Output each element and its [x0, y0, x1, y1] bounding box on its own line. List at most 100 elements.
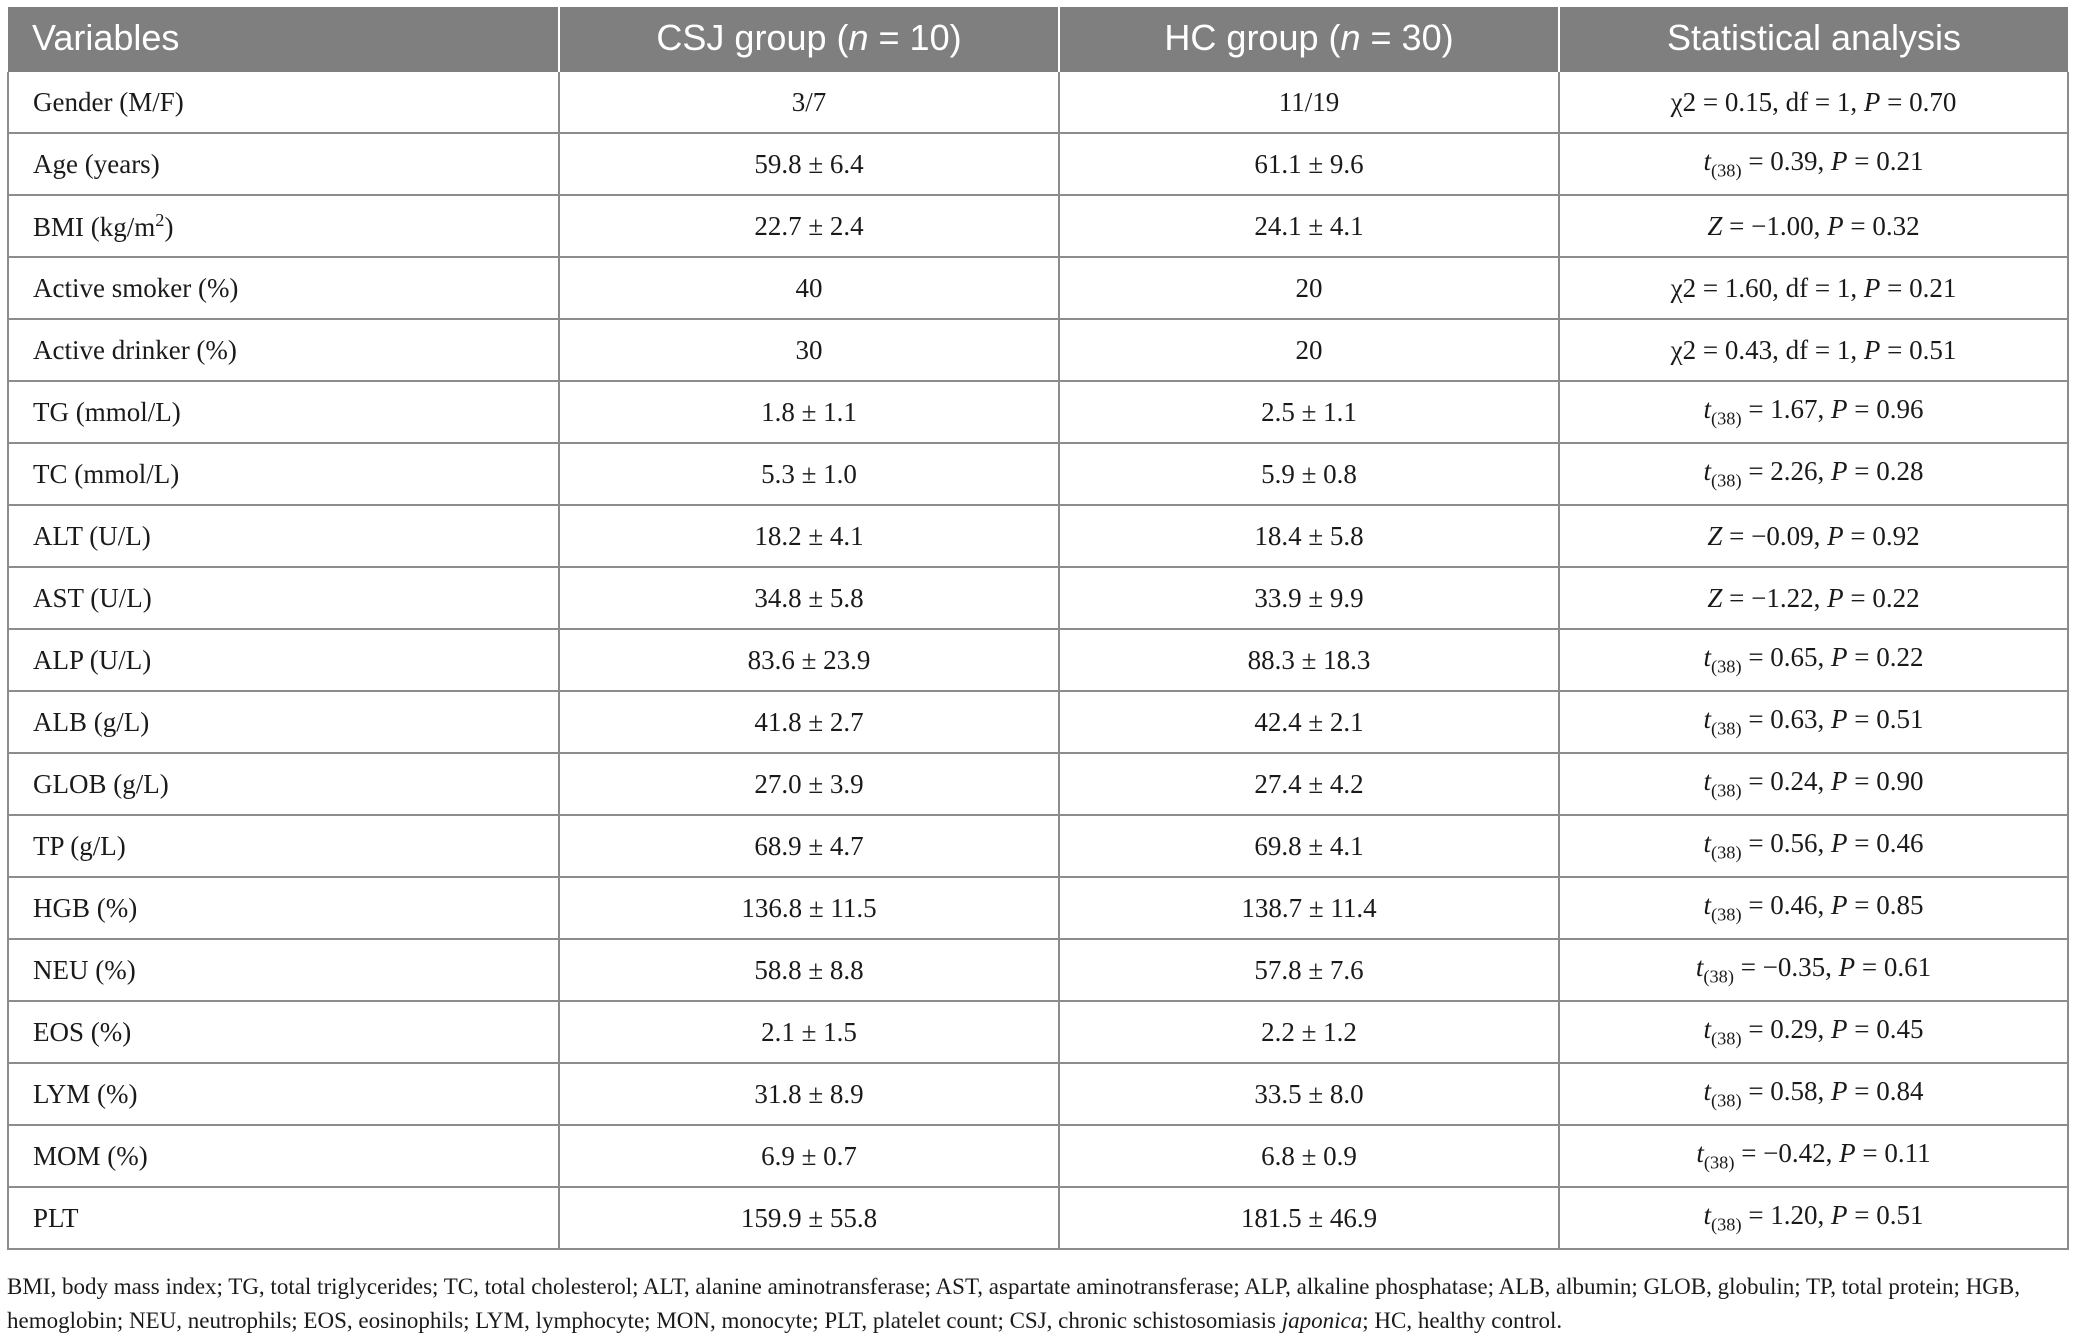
statistic-cell: t(38) = 0.24, P = 0.90: [1559, 753, 2069, 816]
variable-cell: ALT (U/L): [7, 505, 560, 568]
hc-value-cell: 20: [1059, 319, 1560, 382]
table-row: GLOB (g/L) 27.0 ± 3.9 27.4 ± 4.2 t(38) = 0.…: [7, 753, 2069, 816]
variable-cell: BMI (kg/m2): [7, 195, 560, 258]
statistic-cell: t(38) = 0.58, P = 0.84: [1559, 1063, 2069, 1126]
statistic-df: (38): [1710, 1028, 1742, 1049]
p-symbol: P: [1831, 1014, 1848, 1045]
p-symbol: P: [1831, 890, 1848, 921]
statistic-cell: t(38) = 0.46, P = 0.85: [1559, 877, 2069, 940]
variable-cell: HGB (%): [7, 877, 560, 940]
p-value: = 0.28: [1847, 456, 1924, 487]
p-value: = 0.51: [1847, 704, 1924, 735]
p-symbol: P: [1831, 828, 1848, 859]
statistic-cell: Z = −1.00, P = 0.32: [1559, 195, 2069, 258]
p-value: = 0.61: [1855, 952, 1932, 983]
hc-value-cell: 33.9 ± 9.9: [1059, 567, 1560, 630]
p-symbol: P: [1831, 146, 1848, 177]
statistic-df: (38): [1710, 718, 1742, 739]
header-csj-pre: CSJ group (: [656, 16, 849, 58]
hc-value-cell: 27.4 ± 4.2: [1059, 753, 1560, 816]
csj-value-cell: 41.8 ± 2.7: [559, 691, 1060, 754]
p-symbol: P: [1831, 394, 1848, 425]
statistic-value: = −0.35,: [1733, 952, 1839, 983]
statistic-value: = −1.00,: [1722, 210, 1828, 241]
p-value: = 0.32: [1843, 210, 1920, 241]
statistic-cell: t(38) = −0.42, P = 0.11: [1559, 1125, 2069, 1188]
hc-value-cell: 88.3 ± 18.3: [1059, 629, 1560, 692]
statistic-value: = 0.65,: [1741, 642, 1832, 673]
hc-value-cell: 18.4 ± 5.8: [1059, 505, 1560, 568]
csj-value-cell: 27.0 ± 3.9: [559, 753, 1060, 816]
header-hc-pre: HC group (: [1164, 16, 1341, 58]
statistic-value: = −1.22,: [1722, 582, 1828, 613]
p-symbol: P: [1863, 86, 1881, 117]
p-value: = 0.22: [1847, 642, 1924, 673]
statistic-df: (38): [1710, 1214, 1742, 1235]
variable-cell: AST (U/L): [7, 567, 560, 630]
statistic-df: (38): [1710, 904, 1742, 925]
table-row: ALP (U/L) 83.6 ± 23.9 88.3 ± 18.3 t(38) = 0…: [7, 629, 2069, 692]
p-value: = 0.46: [1847, 828, 1924, 859]
p-symbol: P: [1831, 642, 1848, 673]
hc-value-cell: 69.8 ± 4.1: [1059, 815, 1560, 878]
csj-value-cell: 3/7: [559, 72, 1060, 134]
p-symbol: P: [1831, 456, 1848, 487]
statistic-value: χ2 = 0.43, df = 1,: [1670, 334, 1864, 365]
p-value: = 0.90: [1847, 766, 1924, 797]
footnote-end: ; HC, healthy control.: [1362, 1308, 1563, 1333]
table-footnote: BMI, body mass index; TG, total triglyce…: [7, 1270, 2067, 1338]
table-row: NEU (%) 58.8 ± 8.8 57.8 ± 7.6 t(38) = −0.35…: [7, 939, 2069, 1002]
statistic-value: = 0.46,: [1741, 890, 1832, 921]
header-csj-n: n: [848, 16, 869, 58]
statistic-symbol: Z: [1707, 582, 1723, 613]
statistic-df: (38): [1710, 780, 1742, 801]
statistic-symbol: t: [1703, 890, 1711, 921]
table-row: TC (mmol/L) 5.3 ± 1.0 5.9 ± 0.8 t(38) = 2.2…: [7, 443, 2069, 506]
p-value: = 0.22: [1843, 582, 1920, 613]
statistic-value: = 1.20,: [1741, 1200, 1832, 1231]
variable-cell: ALB (g/L): [7, 691, 560, 754]
csj-value-cell: 1.8 ± 1.1: [559, 381, 1060, 444]
statistic-cell: χ2 = 0.43, df = 1, P = 0.51: [1559, 319, 2069, 382]
hc-value-cell: 6.8 ± 0.9: [1059, 1125, 1560, 1188]
statistic-cell: Z = −1.22, P = 0.22: [1559, 567, 2069, 630]
statistic-df: (38): [1710, 656, 1742, 677]
hc-value-cell: 2.5 ± 1.1: [1059, 381, 1560, 444]
statistic-df: (38): [1703, 966, 1734, 987]
csj-value-cell: 159.9 ± 55.8: [559, 1187, 1060, 1250]
hc-value-cell: 11/19: [1059, 72, 1560, 134]
p-value: = 0.51: [1880, 334, 1957, 365]
statistic-cell: t(38) = −0.35, P = 0.61: [1559, 939, 2069, 1002]
statistic-cell: χ2 = 0.15, df = 1, P = 0.70: [1559, 72, 2069, 134]
statistic-df: (38): [1710, 842, 1742, 863]
p-symbol: P: [1863, 272, 1881, 303]
variable-cell: PLT: [7, 1187, 560, 1250]
hc-value-cell: 2.2 ± 1.2: [1059, 1001, 1560, 1064]
table-body: Gender (M/F) 3/7 11/19 χ2 = 0.15, df = 1, P…: [7, 72, 2069, 1250]
statistic-cell: t(38) = 1.67, P = 0.96: [1559, 381, 2069, 444]
csj-value-cell: 31.8 ± 8.9: [559, 1063, 1060, 1126]
statistic-value: χ2 = 1.60, df = 1,: [1670, 272, 1864, 303]
statistic-symbol: t: [1703, 1200, 1711, 1231]
variable-cell: Gender (M/F): [7, 72, 560, 134]
statistic-cell: Z = −0.09, P = 0.92: [1559, 505, 2069, 568]
variable-cell: Age (years): [7, 133, 560, 196]
table-row: BMI (kg/m2) 22.7 ± 2.4 24.1 ± 4.1 Z = −1.00…: [7, 195, 2069, 258]
statistic-cell: t(38) = 0.63, P = 0.51: [1559, 691, 2069, 754]
hc-value-cell: 61.1 ± 9.6: [1059, 133, 1560, 196]
variable-cell: EOS (%): [7, 1001, 560, 1064]
header-variables: Variables: [8, 7, 560, 72]
hc-value-cell: 181.5 ± 46.9: [1059, 1187, 1560, 1250]
variable-cell: GLOB (g/L): [7, 753, 560, 816]
csj-value-cell: 18.2 ± 4.1: [559, 505, 1060, 568]
variable-cell: TP (g/L): [7, 815, 560, 878]
csj-value-cell: 59.8 ± 6.4: [559, 133, 1060, 196]
variable-text: BMI (kg/m: [33, 211, 156, 242]
statistic-symbol: Z: [1707, 210, 1723, 241]
table-row: Gender (M/F) 3/7 11/19 χ2 = 0.15, df = 1, P…: [7, 72, 2069, 134]
p-symbol: P: [1839, 1138, 1856, 1169]
header-row: Variables CSJ group (n = 10) HC group (n…: [8, 7, 2068, 72]
p-value: = 0.92: [1843, 520, 1920, 551]
variable-cell: Active drinker (%): [7, 319, 560, 382]
table-header: Variables CSJ group (n = 10) HC group (n…: [8, 7, 2068, 72]
